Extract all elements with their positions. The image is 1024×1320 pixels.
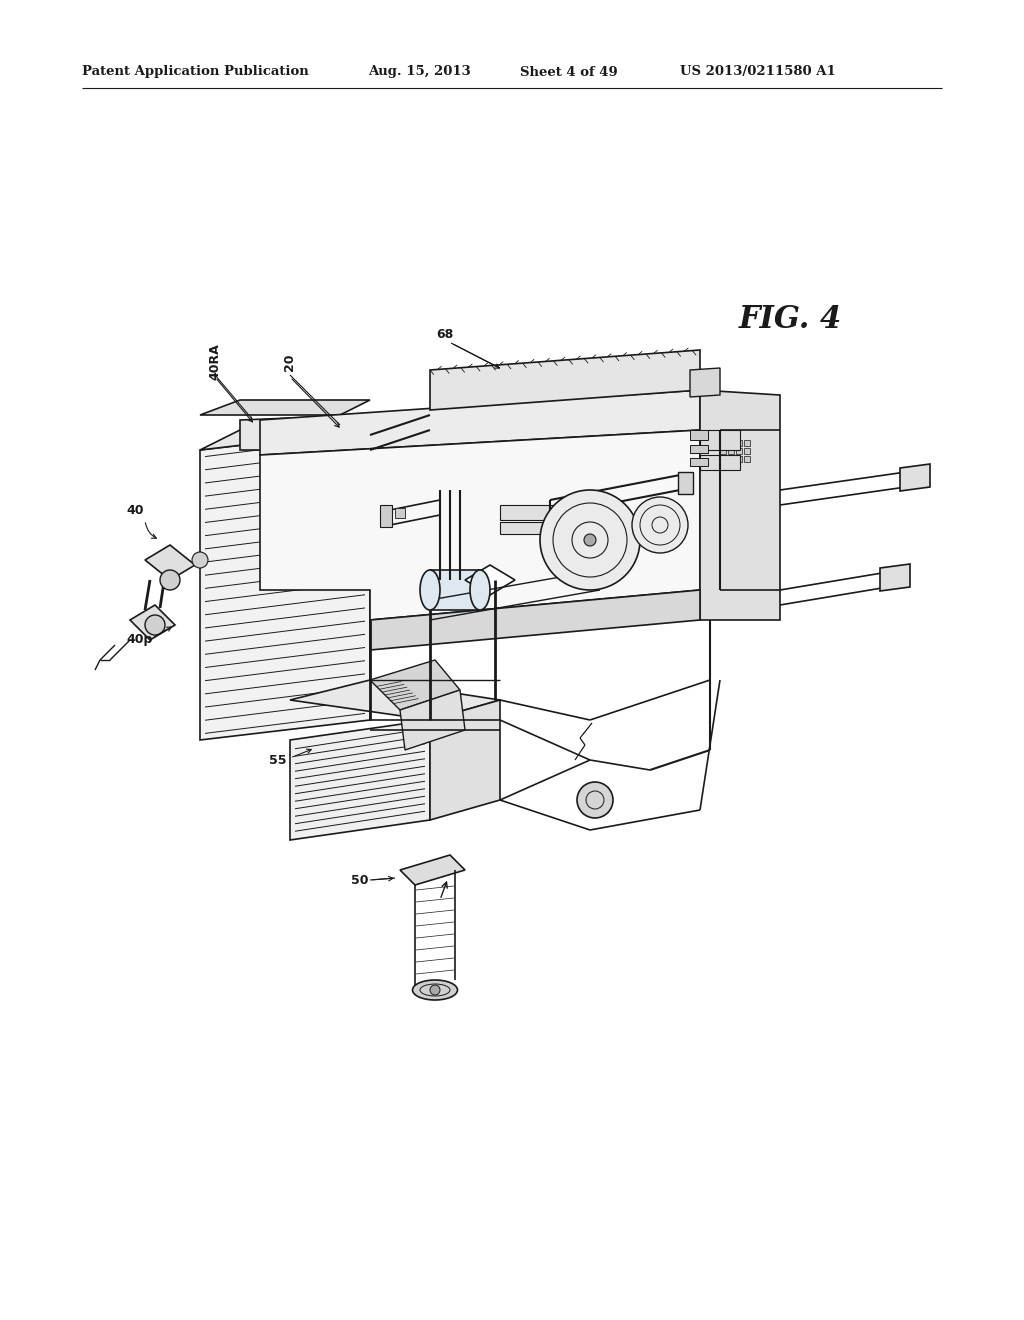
Bar <box>678 473 693 494</box>
Polygon shape <box>900 465 930 491</box>
Bar <box>395 508 406 517</box>
Polygon shape <box>370 660 460 710</box>
Ellipse shape <box>420 570 440 610</box>
Polygon shape <box>290 680 500 719</box>
Bar <box>728 455 734 462</box>
Text: 40p: 40p <box>127 634 154 647</box>
Polygon shape <box>400 855 465 884</box>
Bar <box>728 440 734 446</box>
Bar <box>736 440 742 446</box>
Circle shape <box>577 781 613 818</box>
Polygon shape <box>200 420 430 450</box>
Bar <box>720 455 726 462</box>
Polygon shape <box>200 400 370 414</box>
Circle shape <box>160 570 180 590</box>
Polygon shape <box>260 430 700 620</box>
Bar <box>728 447 734 454</box>
Circle shape <box>584 535 596 546</box>
Bar <box>720 440 726 446</box>
Ellipse shape <box>470 570 490 610</box>
Circle shape <box>145 615 165 635</box>
Text: 40RA: 40RA <box>209 343 221 380</box>
Bar <box>736 447 742 454</box>
Bar <box>744 455 750 462</box>
Text: 50: 50 <box>351 874 369 887</box>
Polygon shape <box>880 564 910 591</box>
Circle shape <box>632 498 688 553</box>
Bar <box>380 506 392 527</box>
Bar <box>700 455 740 470</box>
Polygon shape <box>130 605 175 640</box>
Text: Aug. 15, 2013: Aug. 15, 2013 <box>368 66 471 78</box>
Polygon shape <box>430 570 480 610</box>
Bar <box>736 455 742 462</box>
Polygon shape <box>430 350 700 411</box>
Polygon shape <box>430 700 500 820</box>
Text: 55: 55 <box>269 754 287 767</box>
Polygon shape <box>145 545 195 579</box>
Circle shape <box>193 552 208 568</box>
Text: Patent Application Publication: Patent Application Publication <box>82 66 309 78</box>
Text: Sheet 4 of 49: Sheet 4 of 49 <box>520 66 617 78</box>
Bar <box>690 445 708 453</box>
Text: 20: 20 <box>284 354 297 371</box>
Polygon shape <box>240 414 370 450</box>
Polygon shape <box>690 368 720 397</box>
Polygon shape <box>400 690 465 750</box>
Bar <box>500 506 560 520</box>
Text: US 2013/0211580 A1: US 2013/0211580 A1 <box>680 66 836 78</box>
Bar <box>690 430 708 440</box>
Text: 68: 68 <box>436 329 454 342</box>
Polygon shape <box>465 565 515 595</box>
Bar <box>500 521 545 535</box>
Circle shape <box>540 490 640 590</box>
Text: FIG. 4: FIG. 4 <box>738 305 842 335</box>
Polygon shape <box>370 590 700 649</box>
Text: 40: 40 <box>126 503 143 516</box>
Bar <box>744 440 750 446</box>
Bar <box>744 447 750 454</box>
Bar <box>700 430 740 450</box>
Bar <box>690 458 708 466</box>
Ellipse shape <box>413 979 458 1001</box>
Polygon shape <box>700 389 780 620</box>
Bar <box>720 447 726 454</box>
Polygon shape <box>260 389 700 455</box>
Polygon shape <box>290 719 430 840</box>
Polygon shape <box>200 430 370 741</box>
Circle shape <box>430 985 440 995</box>
